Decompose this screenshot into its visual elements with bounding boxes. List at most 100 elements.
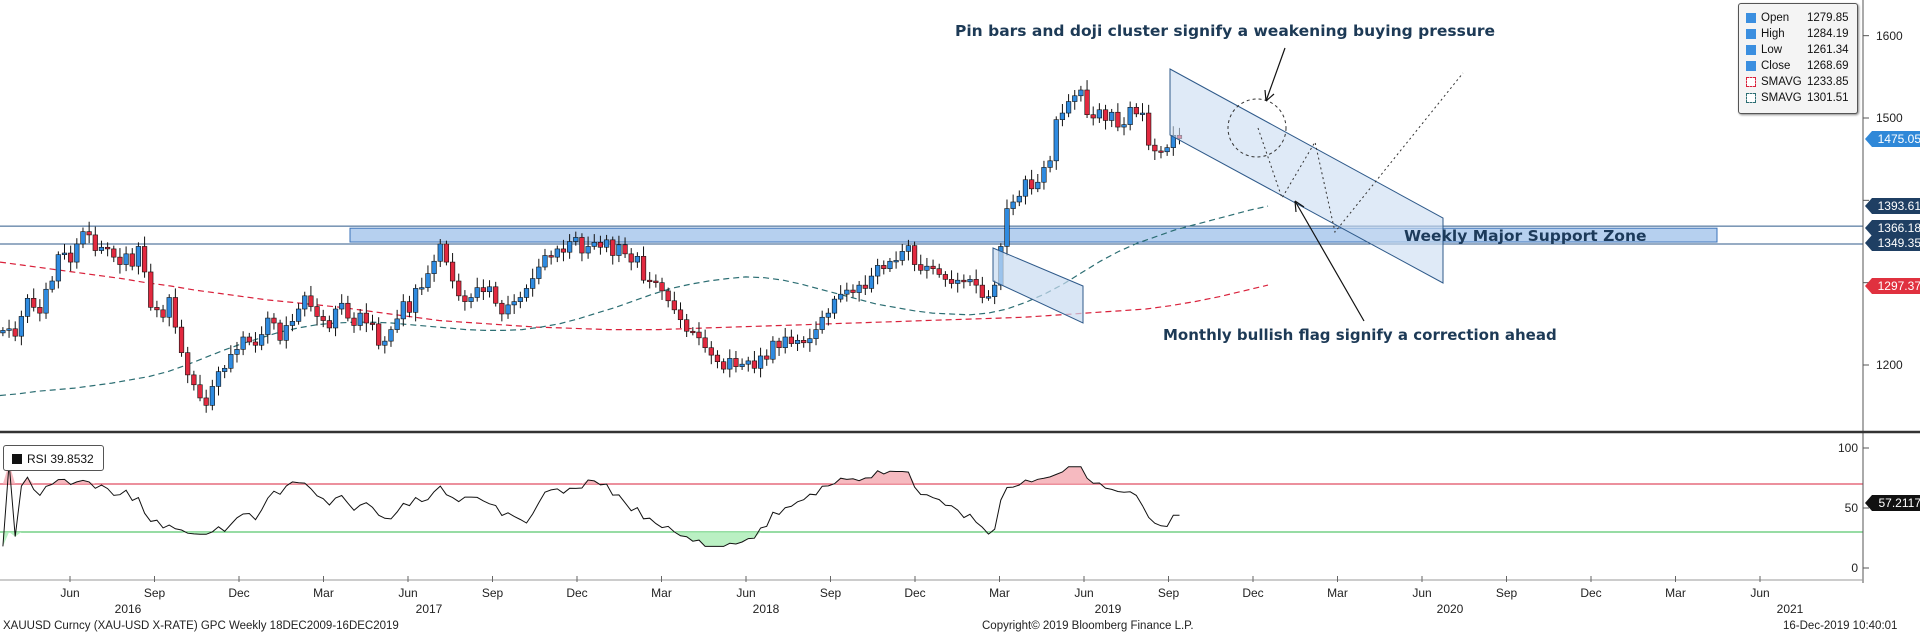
candle-body — [68, 252, 74, 263]
candle-body — [43, 288, 49, 314]
candle-body — [1152, 144, 1158, 152]
candle-body — [659, 282, 665, 292]
legend-value: 1233.85 — [1807, 76, 1849, 88]
candle-body — [807, 338, 813, 344]
candle-body — [918, 264, 924, 271]
candle-body — [523, 288, 530, 298]
candle-body — [449, 261, 456, 282]
candle-body — [6, 328, 12, 331]
x-tick-label-month: Mar — [989, 586, 1010, 600]
price-tag: 1393.61 — [1865, 198, 1920, 214]
candle-body — [610, 239, 616, 256]
candle-body — [18, 316, 24, 337]
rsi-swatch — [12, 454, 22, 464]
candle-body — [265, 317, 271, 335]
candle-body — [172, 297, 178, 328]
x-tick-label-year: 2016 — [114, 602, 142, 616]
legend-value: 1279.85 — [1807, 12, 1849, 24]
candle-body — [727, 358, 733, 370]
candle-body — [86, 231, 92, 236]
candle-body — [838, 293, 844, 300]
x-tick-label-month: Mar — [651, 586, 672, 600]
candle-body — [468, 297, 474, 302]
price-tag: 1475.05 — [1865, 131, 1920, 147]
candle-body — [49, 280, 55, 290]
candle-body — [548, 255, 554, 258]
candle-body — [640, 256, 647, 281]
x-tick-label-year: 2021 — [1776, 602, 1804, 616]
candle-body — [400, 301, 406, 320]
candle-body — [862, 284, 868, 289]
candle-body — [1164, 147, 1170, 153]
candle-body — [930, 265, 936, 269]
candle-body — [1127, 106, 1133, 125]
candle-body — [745, 360, 751, 365]
candle-body — [579, 237, 585, 254]
candle-body — [1010, 201, 1016, 209]
candle-body — [505, 304, 511, 315]
candle-body — [499, 302, 505, 315]
price-tag: 1366.18 — [1865, 220, 1920, 236]
candle-body — [320, 316, 326, 321]
candle-body — [92, 234, 98, 251]
legend-row: Open 1279.85 — [1739, 10, 1857, 26]
candle-body — [911, 245, 918, 265]
candle-body — [376, 323, 382, 346]
candle-body — [671, 300, 677, 311]
legend-name: Low — [1761, 44, 1783, 56]
candle-body — [542, 255, 548, 268]
x-tick-label-month: Mar — [1665, 586, 1686, 600]
y-tick-label: 1200 — [1876, 358, 1903, 372]
rsi-oversold-fill — [2, 532, 1180, 547]
candle-body — [1121, 124, 1127, 128]
candle-body — [893, 260, 899, 263]
support-zone-label: Weekly Major Support Zone — [1404, 227, 1647, 245]
x-tick-label-month: Dec — [1580, 586, 1602, 600]
candle-body — [794, 339, 801, 344]
candle-body — [388, 329, 394, 342]
candle-body — [246, 336, 252, 343]
candle-body — [240, 336, 246, 350]
candle-body — [437, 243, 443, 262]
candle-body — [813, 329, 819, 339]
candle-body — [684, 319, 690, 332]
candle-body — [1004, 208, 1010, 247]
candle-body — [148, 271, 154, 308]
flag-arrow-head — [1294, 200, 1305, 213]
candle-body — [979, 284, 985, 298]
legend-row: SMAVG 1301.51 — [1739, 90, 1857, 106]
candle-body — [517, 297, 523, 302]
candle-body — [61, 252, 68, 255]
candle-body — [308, 295, 314, 307]
candle-body — [74, 243, 80, 263]
candle-body — [757, 355, 764, 369]
candle-body — [585, 246, 591, 254]
candle-body — [597, 242, 604, 248]
candle-body — [628, 253, 634, 263]
candle-body — [992, 284, 998, 297]
x-tick-label-month: Dec — [228, 586, 250, 600]
candle-body — [714, 354, 721, 363]
candle-body — [339, 302, 345, 310]
candle-body — [1047, 160, 1053, 168]
legend-swatch — [1746, 13, 1756, 23]
candle-body — [443, 243, 450, 263]
candle-body — [850, 289, 856, 293]
candle-body — [425, 273, 431, 288]
price-tag: 1349.35 — [1865, 235, 1920, 251]
candle-body — [474, 287, 480, 298]
candle-body — [351, 317, 357, 326]
legend-swatch — [1746, 93, 1756, 103]
candle-body — [486, 286, 493, 293]
candle-body — [191, 374, 197, 386]
legend-row: Low 1261.34 — [1739, 42, 1857, 58]
candle-body — [1029, 179, 1035, 190]
candle-body — [178, 326, 185, 353]
candle-body — [1133, 106, 1139, 115]
candle-body — [105, 246, 111, 250]
candle-body — [1158, 150, 1164, 153]
candle-body — [696, 331, 702, 339]
candle-body — [554, 248, 560, 258]
pin-bar-annotation: Pin bars and doji cluster signify a weak… — [955, 22, 1496, 40]
